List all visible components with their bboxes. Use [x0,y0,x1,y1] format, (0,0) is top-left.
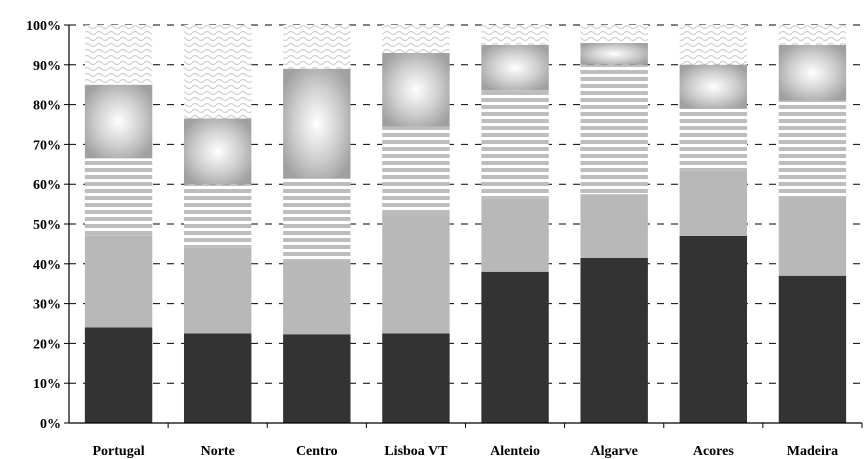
bar-segment-series-5 [481,25,549,45]
bar-segment-series-1 [382,333,450,423]
x-tick-label: Acores [693,444,734,459]
bar-segment-series-5 [382,25,450,53]
x-tick-label: Portugal [93,444,145,459]
y-tick-label: 20% [33,337,61,352]
y-tick-label: 100% [26,19,61,34]
bar-segment-series-4 [382,52,450,127]
bar-segment-series-4 [481,44,549,91]
y-tick-label: 40% [33,258,61,273]
bar-segment-series-4 [580,42,648,65]
x-tick-label: Centro [296,444,338,459]
y-tick-label: 30% [33,298,61,313]
bar-segment-series-1 [679,235,748,423]
bar-segment-series-2 [679,170,748,236]
bar-segment-series-2 [481,198,549,272]
bar-segment-series-2 [382,214,450,334]
y-tick-label: 90% [33,59,61,74]
bar-segment-series-3 [84,158,153,236]
bar-segment-series-3 [481,90,549,199]
labels: 0% 10% 20% 30% 40% 50% 60% 70% 80% 90% 100% Portuga… [26,19,838,459]
y-tick-label: 10% [33,377,61,392]
x-tick-label: Algarve [590,444,637,459]
bar-segment-series-4 [778,44,847,101]
bar-segment-series-2 [283,260,351,335]
bar-segment-series-1 [183,333,252,423]
bar-segment-series-4 [84,84,153,159]
bar-segment-series-1 [481,271,549,423]
bars [84,25,847,423]
bar-segment-series-3 [580,64,648,195]
x-tick-label: Madeira [787,444,838,459]
y-tick-label: 0% [40,417,61,432]
bar-segment-series-5 [84,25,153,85]
bar-segment-series-4 [679,64,748,109]
bar-segment-series-5 [580,25,648,43]
bar-segment-series-4 [183,118,252,185]
axes [64,24,863,428]
bar-segment-series-5 [183,25,252,119]
y-tick-label: 80% [33,99,61,114]
bar-segment-series-2 [84,235,153,328]
bar-segment-series-2 [778,196,847,276]
bar-segment-series-3 [679,108,748,171]
bar-segment-series-1 [283,334,351,423]
y-tick-label: 60% [33,178,61,193]
x-tick-label: Norte [201,444,235,459]
bar-segment-series-3 [778,100,847,197]
bar-segment-series-2 [580,194,648,258]
bar-segment-series-4 [283,68,351,179]
bar-segment-series-3 [382,126,450,215]
bar-segment-series-1 [778,275,847,423]
x-tick-label: Alenteio [490,444,540,459]
y-tick-label: 70% [33,138,61,153]
bar-segment-series-5 [679,25,748,65]
bar-segment-series-5 [778,25,847,45]
bar-segment-series-5 [283,25,351,69]
bar-segment-series-1 [580,257,648,423]
bar-segment-series-2 [183,247,252,334]
bar-segment-series-3 [183,184,252,248]
y-tick-label: 50% [33,218,61,233]
bar-segment-series-3 [283,178,351,261]
x-tick-label: Lisboa VT [384,444,448,459]
bar-segment-series-1 [84,327,153,423]
